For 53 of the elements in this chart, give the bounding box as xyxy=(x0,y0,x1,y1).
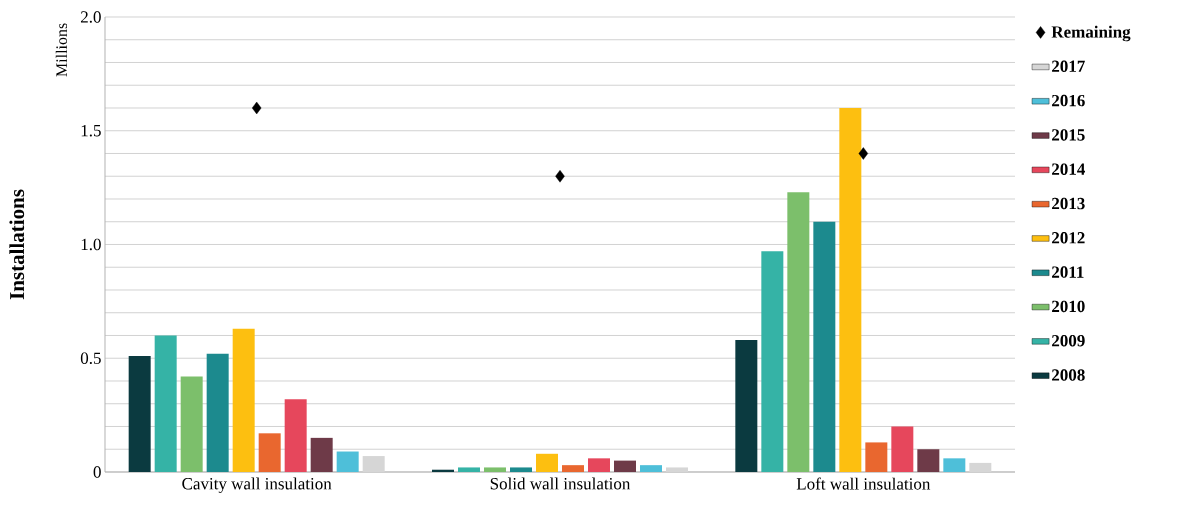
bar xyxy=(640,465,662,472)
legend-label: 2014 xyxy=(1052,163,1085,175)
bar xyxy=(154,335,177,472)
y-tick-label: 1.0 xyxy=(81,238,101,251)
bar xyxy=(336,451,359,472)
legend-label: 2013 xyxy=(1052,197,1085,210)
bar xyxy=(839,107,862,472)
point xyxy=(555,170,565,183)
point xyxy=(858,147,869,160)
y-tick-label: 1.5 xyxy=(81,125,101,137)
bar xyxy=(206,353,229,472)
bar xyxy=(484,467,506,472)
legend-label: 2017 xyxy=(1052,60,1085,73)
bar xyxy=(284,399,307,472)
bar xyxy=(917,449,940,472)
bar xyxy=(666,467,688,472)
legend-label: 2008 xyxy=(1052,369,1085,381)
legend-label: 2015 xyxy=(1052,129,1085,141)
legend-label: 2010 xyxy=(1052,300,1085,313)
bar xyxy=(180,376,203,472)
bar xyxy=(458,467,481,472)
bar xyxy=(865,442,888,472)
bar xyxy=(562,465,584,472)
bar xyxy=(969,462,992,472)
point xyxy=(251,101,262,115)
bar xyxy=(232,328,255,472)
x-tick-label: Cavity wall insulation xyxy=(182,477,332,493)
legend-label: 2016 xyxy=(1052,94,1085,107)
y-tick-label: 0 xyxy=(93,466,101,478)
bar xyxy=(813,221,836,472)
x-tick-label: Loft wall insulation xyxy=(796,477,931,490)
bar xyxy=(943,458,966,472)
legend-label: 2009 xyxy=(1052,334,1085,347)
bar xyxy=(128,355,151,472)
legend-label: 2011 xyxy=(1052,266,1084,278)
bar xyxy=(536,453,559,472)
bar xyxy=(761,251,784,472)
y-axis-title: Installations xyxy=(9,189,25,300)
bar xyxy=(258,433,281,472)
y-tick-label: 2.0 xyxy=(80,11,101,23)
x-tick-label: Solid wall insulation xyxy=(490,477,631,490)
bar xyxy=(362,456,385,472)
bar xyxy=(891,426,914,472)
bar xyxy=(588,458,610,472)
y-tick-label: 0.5 xyxy=(80,352,101,365)
legend-label: Remaining xyxy=(1051,25,1131,42)
bar xyxy=(787,192,810,472)
bar xyxy=(310,437,333,472)
bar xyxy=(735,340,758,472)
text: Millions xyxy=(55,23,68,77)
bar xyxy=(510,467,532,472)
legend-label: 2012 xyxy=(1052,232,1085,244)
bar xyxy=(614,460,636,472)
